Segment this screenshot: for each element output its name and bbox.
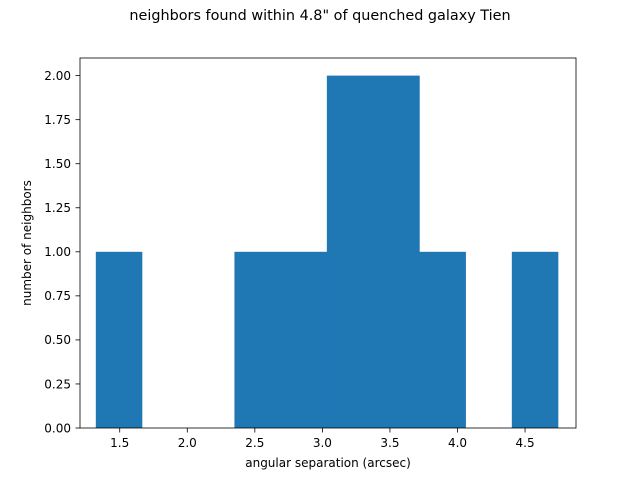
histogram-bar: [95, 251, 143, 428]
x-axis-label: angular separation (arcsec): [245, 456, 411, 470]
y-tick-label: 1.00: [44, 245, 71, 259]
x-tick-label: 2.5: [245, 436, 264, 450]
histogram-bar: [511, 251, 559, 428]
x-tick-label: 4.5: [516, 436, 535, 450]
histogram-bar: [234, 251, 281, 428]
x-ticks: 1.5 2.0 2.5 3.0 3.5 4.0 4.5: [110, 428, 535, 450]
histogram-bar: [419, 251, 466, 428]
y-tick-label: 0.75: [44, 289, 71, 303]
y-tick-label: 0.50: [44, 333, 71, 347]
x-tick-label: 3.5: [380, 436, 399, 450]
axes-frame: [79, 57, 577, 429]
histogram-bar: [373, 75, 420, 428]
x-tick-label: 2.0: [178, 436, 197, 450]
x-tick-label: 1.5: [110, 436, 129, 450]
histogram-bar: [280, 251, 328, 428]
y-ticks: 0.00 0.25 0.50 0.75 1.00 1.25 1.50 1.75 2.00: [44, 69, 80, 435]
y-tick-label: 1.75: [44, 113, 71, 127]
chart-title: neighbors found within 4.8" of quenched …: [129, 8, 511, 24]
x-tick-label: 3.0: [313, 436, 332, 450]
y-tick-label: 1.50: [44, 157, 71, 171]
y-axis-label: number of neighbors: [20, 180, 34, 306]
y-tick-label: 0.00: [44, 421, 71, 435]
histogram-bar: [326, 75, 374, 428]
y-tick-label: 0.25: [44, 377, 71, 391]
y-tick-label: 1.25: [44, 201, 71, 215]
x-tick-label: 4.0: [448, 436, 467, 450]
bars-group: [95, 75, 559, 428]
y-tick-label: 2.00: [44, 69, 71, 83]
